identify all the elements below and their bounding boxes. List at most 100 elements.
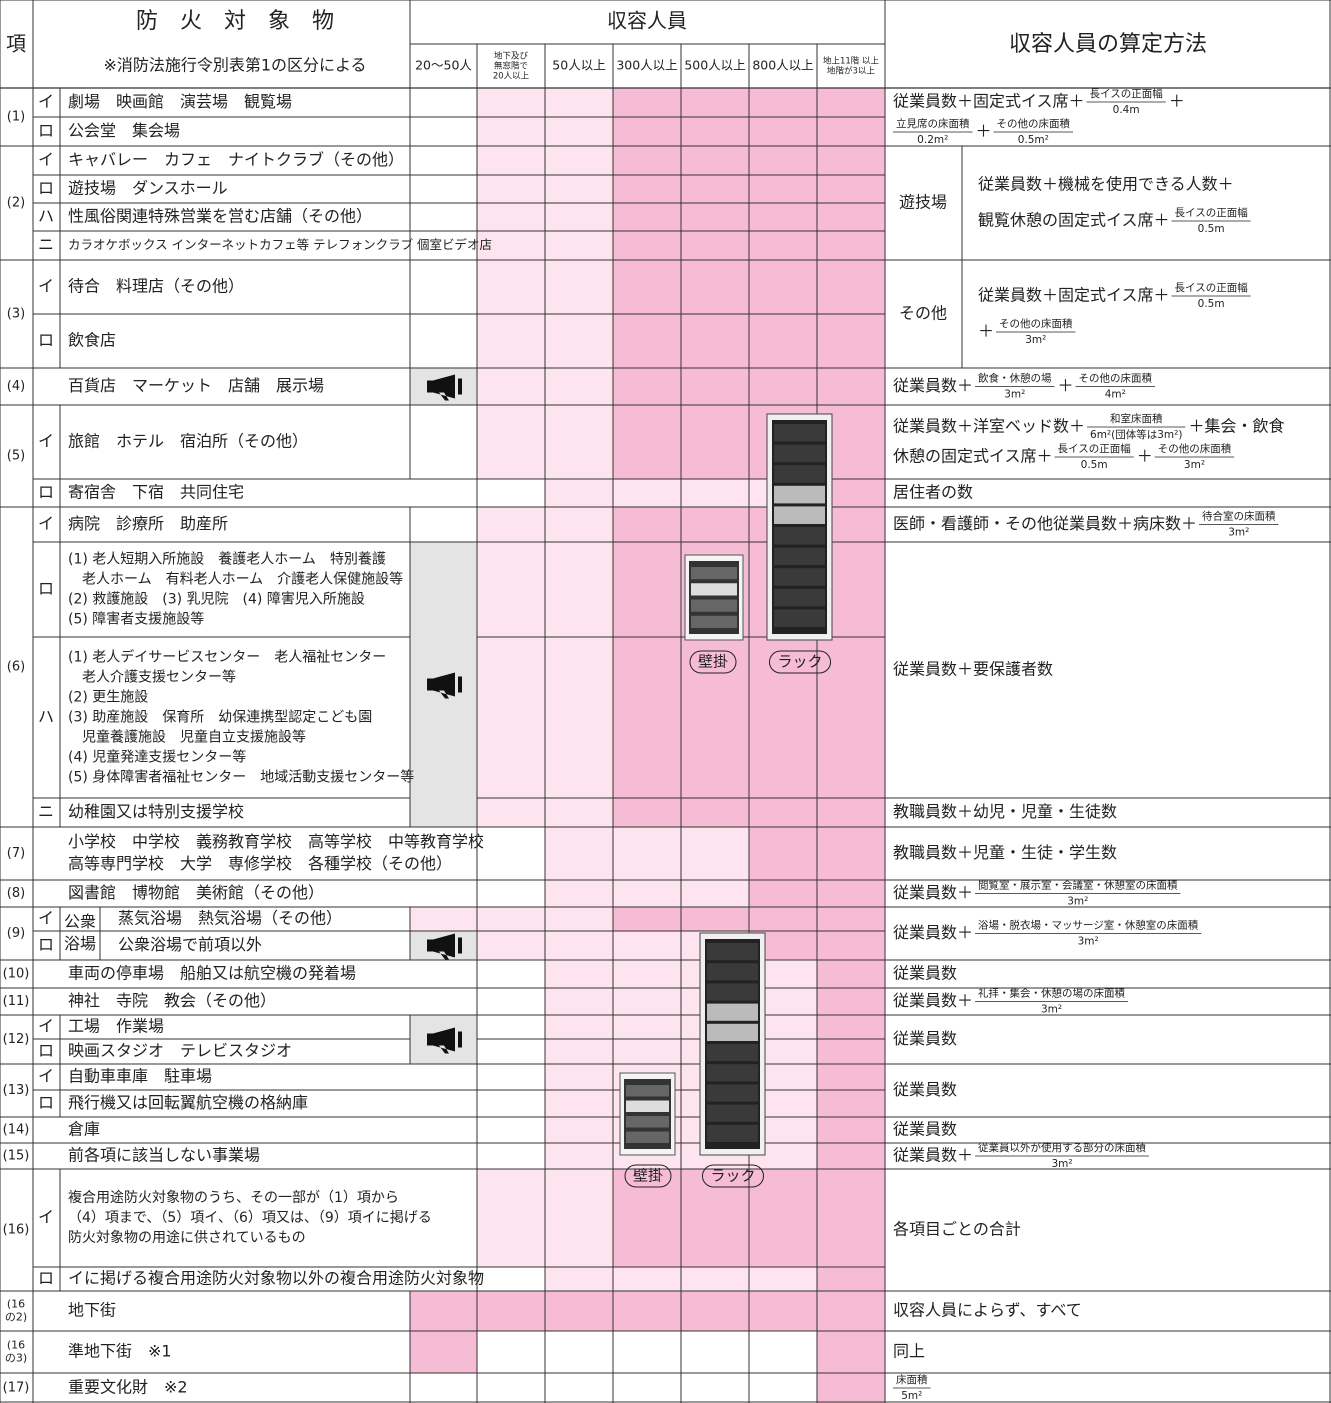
fraction-den: 0.5m	[1198, 298, 1225, 310]
cell-shade	[613, 1039, 681, 1064]
formula-text: 従業員数＋固定式イス席＋	[978, 286, 1170, 305]
cell-shade	[545, 880, 613, 907]
formula-text: 従業員数	[893, 1120, 957, 1139]
capacity-col-label: 地階が3以上	[827, 66, 875, 77]
item-number: (13)	[3, 1083, 30, 1098]
cell-shade	[681, 314, 749, 368]
megaphone-icon	[427, 1027, 462, 1054]
rack-slot	[774, 588, 825, 607]
cell-shade	[681, 117, 749, 146]
formula-text: 従業員数＋機械を使用できる人数＋	[978, 175, 1234, 194]
wall-row	[626, 1131, 669, 1143]
cell-shade	[681, 1291, 749, 1331]
fraction-num: 閲覧室・展示室・会議室・休憩室の床面積	[978, 879, 1178, 892]
object-name: 劇場 映画館 演芸場 観覧場	[68, 92, 292, 111]
cell-shade	[477, 405, 545, 479]
item-number: の2)	[5, 1311, 27, 1324]
formula-text: ＋	[1058, 376, 1074, 395]
fraction-den: 0.2m²	[917, 134, 948, 146]
cell-shade	[681, 175, 749, 203]
cell-shade	[613, 880, 681, 907]
cell-shade	[749, 907, 817, 931]
cell-shade	[681, 880, 749, 907]
cell-shade	[613, 1331, 681, 1373]
rack-slot	[774, 609, 825, 627]
cell-shade	[545, 479, 613, 507]
cell-shade	[613, 146, 681, 175]
formula-text: 従業員数	[893, 1029, 957, 1048]
cell-shade	[477, 314, 545, 368]
cell-shade	[749, 260, 817, 314]
cell-shade	[477, 1291, 545, 1331]
cell-shade	[817, 1291, 885, 1331]
cell-shade	[613, 175, 681, 203]
object-name: 神社 寺院 教会（その他）	[68, 991, 276, 1010]
cell-shade	[749, 880, 817, 907]
cell-shade	[545, 231, 613, 260]
object-name: 病院 診療所 助産所	[68, 514, 228, 533]
cell-shade	[545, 203, 613, 231]
cell-shade	[410, 907, 477, 931]
cell-shade	[817, 1169, 885, 1267]
cell-shade	[477, 988, 545, 1015]
cell-shade	[681, 1267, 749, 1291]
cell-shade	[749, 637, 817, 798]
sub-item: ハ	[38, 207, 54, 226]
object-name: 自動車車庫 駐車場	[68, 1067, 212, 1086]
object-name: イに掲げる複合用途防火対象物以外の複合用途防火対象物	[68, 1269, 484, 1288]
sub-item: ハ	[38, 707, 54, 726]
cell-shade	[749, 1169, 817, 1267]
cell-shade	[410, 203, 477, 231]
object-name: 老人介護支援センター等	[68, 669, 236, 686]
cell-shade	[749, 368, 817, 405]
fraction-num: 立見席の床面積	[896, 117, 970, 130]
cell-shade	[817, 637, 885, 798]
item-number: (16	[7, 1339, 25, 1352]
rack-slot	[774, 485, 825, 504]
equipment-label-box	[624, 1164, 672, 1188]
cell-shade	[613, 542, 681, 637]
item-number: (16)	[3, 1223, 30, 1238]
object-name: 防火対象物の用途に供されているもの	[68, 1229, 306, 1246]
cell-shade	[410, 1373, 477, 1403]
cell-shade	[613, 405, 681, 479]
rack-slot	[707, 1044, 758, 1062]
cell-shade	[749, 88, 817, 117]
capacity-col-label: 20〜50人	[415, 58, 472, 73]
cell-shade	[817, 880, 885, 907]
cell-shade	[817, 1015, 885, 1039]
cell-shade	[817, 88, 885, 117]
cell-shade	[613, 827, 681, 880]
rack-slot	[774, 444, 825, 463]
item-number: (3)	[7, 307, 25, 322]
formula-text: 従業員数＋固定式イス席＋	[893, 92, 1085, 111]
sub-item: ロ	[38, 179, 54, 198]
sub-item: イ	[38, 432, 54, 451]
cell-shade	[477, 117, 545, 146]
megaphone-icon	[427, 374, 462, 401]
cell-shade	[749, 1267, 817, 1291]
cell-shade	[545, 88, 613, 117]
sub-item: イ	[38, 1208, 54, 1227]
cell-shade	[545, 931, 613, 960]
cell-shade	[613, 507, 681, 542]
formula-text: 各項目ごとの合計	[893, 1220, 1021, 1239]
cell-shade	[477, 1143, 545, 1169]
header-title: 防 火 対 象 物	[136, 9, 334, 34]
cell-shade	[817, 231, 885, 260]
object-name: (5) 身体障害者福祉センター 地域活動支援センター等	[68, 769, 414, 786]
item-number: (12)	[3, 1032, 30, 1047]
fraction-den: 0.4m	[1113, 104, 1140, 116]
sub-item: ロ	[38, 1093, 54, 1112]
sub-item: イ	[38, 1017, 54, 1036]
cell-shade	[477, 479, 545, 507]
wall-row	[626, 1100, 669, 1112]
cell-shade	[410, 146, 477, 175]
object-name: (1) 老人デイサービスセンター 老人福祉センター	[68, 649, 386, 666]
cell-shade	[613, 88, 681, 117]
sub-item: イ	[38, 1067, 54, 1086]
cell-shade	[410, 1291, 477, 1331]
sub-item: ロ	[38, 331, 54, 350]
cell-shade	[749, 1331, 817, 1373]
